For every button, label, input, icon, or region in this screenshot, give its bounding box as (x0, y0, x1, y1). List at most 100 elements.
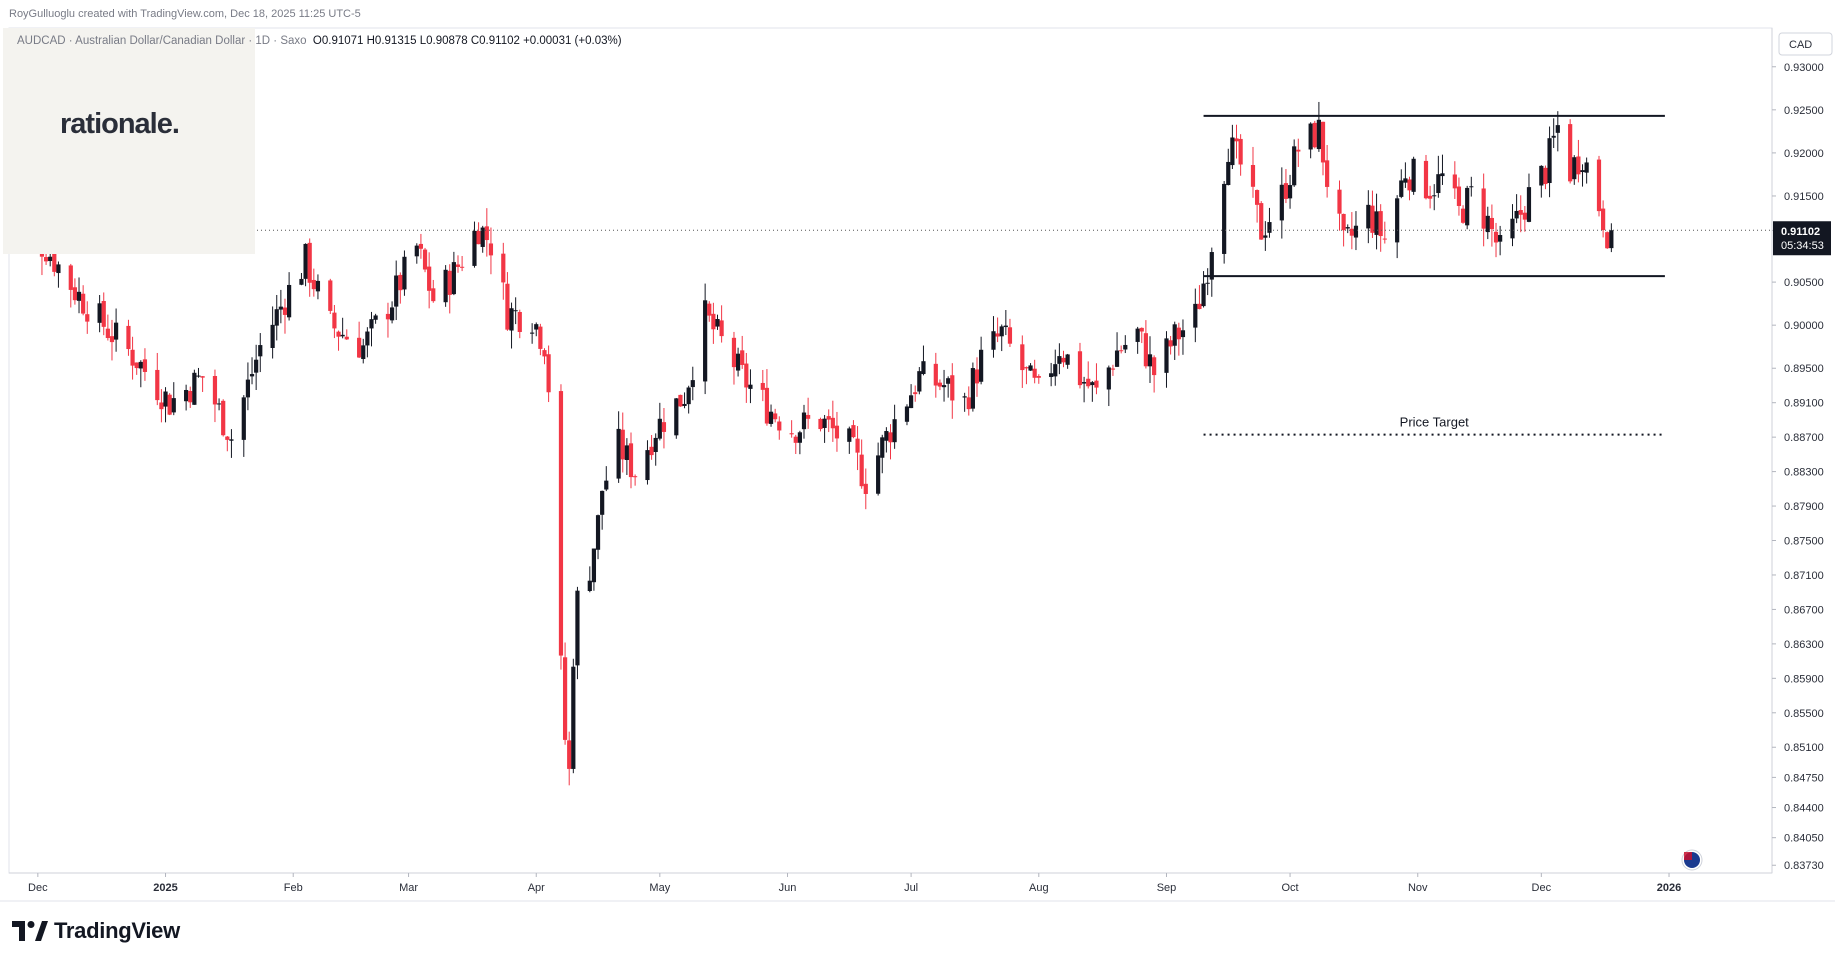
candle (1609, 223, 1614, 253)
candle-body (913, 392, 918, 395)
candle (1423, 154, 1429, 200)
candle (546, 345, 551, 403)
candle-body (764, 387, 770, 424)
candle (1510, 204, 1515, 247)
candle (892, 404, 897, 449)
candle-body (254, 359, 259, 373)
candle-body (328, 280, 333, 311)
candle-body (595, 515, 601, 550)
candle-body (1164, 338, 1169, 373)
candle (513, 297, 518, 325)
candle (863, 468, 868, 510)
candle-body (303, 243, 308, 279)
candle-body (105, 328, 110, 339)
candle (649, 435, 654, 460)
candle (1020, 335, 1025, 388)
candle-body (830, 417, 835, 429)
candle-body (1605, 232, 1610, 249)
candle (1345, 224, 1350, 234)
candle-body (904, 406, 910, 422)
candle (315, 274, 321, 300)
candle (1436, 155, 1441, 198)
candle-body (72, 287, 78, 301)
candle (455, 255, 461, 273)
candle-body (1061, 357, 1066, 363)
time-tick-label: Dec (1532, 882, 1552, 894)
candle (414, 243, 419, 264)
candle-body (402, 256, 407, 290)
candle (1493, 222, 1499, 258)
candle-body (768, 411, 774, 424)
price-tick-label: 0.87500 (1784, 536, 1824, 548)
candle-body (1143, 333, 1148, 367)
candle-body (715, 319, 720, 327)
candle-body (1465, 187, 1470, 226)
candle (991, 316, 996, 358)
candle (530, 323, 535, 344)
symbol-name: AUDCAD · Australian Dollar/Canadian Doll… (17, 35, 307, 47)
candle-body (1601, 208, 1606, 231)
candle (488, 227, 494, 275)
candle (884, 427, 889, 453)
candle-body (212, 376, 218, 405)
candle (1378, 204, 1383, 252)
candle (678, 394, 683, 407)
candle-body (159, 402, 164, 410)
candle (690, 366, 695, 401)
candle (801, 404, 807, 439)
price-tick-label: 0.88700 (1784, 432, 1824, 444)
symbol-legend[interactable]: AUDCAD · Australian Dollar/Canadian Doll… (17, 35, 622, 47)
candle-body (1382, 238, 1387, 240)
candle-body (192, 372, 197, 405)
candle (740, 335, 745, 369)
candle-body (946, 378, 951, 384)
candle (1596, 155, 1602, 217)
candle (1119, 345, 1124, 354)
candle-body (542, 350, 547, 357)
candle (616, 411, 621, 483)
candle (818, 417, 823, 432)
candle-body (653, 437, 658, 453)
tradingview-logo[interactable]: TradingView (12, 918, 180, 944)
candle (1407, 176, 1412, 201)
candle (686, 385, 691, 414)
candle-body (258, 345, 263, 357)
candle-body (1049, 373, 1054, 377)
candle-body (134, 362, 139, 369)
candle (1082, 376, 1087, 403)
candle (1003, 309, 1008, 336)
candle-body (1135, 328, 1140, 342)
candle (1230, 124, 1235, 170)
candle-body (344, 336, 349, 340)
price-axis[interactable]: CAD0.930000.925000.920000.915000.911000.… (1771, 28, 1833, 873)
candle (184, 384, 189, 411)
time-tick-label: Jul (904, 882, 918, 894)
candle-body (1580, 170, 1585, 173)
candle (806, 397, 811, 429)
candle-body (645, 450, 650, 481)
time-tick-label: Oct (1281, 882, 1298, 894)
candle (624, 438, 629, 475)
candle-body (97, 303, 102, 323)
candle (1572, 155, 1577, 185)
candle (645, 440, 650, 485)
time-axis[interactable]: Dec 2025 Feb Mar Apr May Jun Jul Aug Sep Oct Nov Dec… (0, 872, 1835, 902)
price-tick-label: 0.85900 (1784, 673, 1824, 685)
candle-body (1123, 344, 1128, 350)
candle (1395, 195, 1400, 259)
candle (229, 429, 234, 458)
candle (484, 208, 489, 257)
candle (937, 379, 943, 391)
candle (1193, 288, 1198, 343)
candle (538, 323, 543, 356)
candle (1316, 101, 1321, 152)
candle-body (678, 394, 683, 407)
candle (287, 272, 292, 321)
candle-body (530, 332, 535, 334)
candle (216, 398, 222, 411)
candle-body (995, 333, 1000, 337)
candle (212, 369, 218, 423)
candle-body (620, 429, 625, 460)
candle (431, 279, 436, 303)
